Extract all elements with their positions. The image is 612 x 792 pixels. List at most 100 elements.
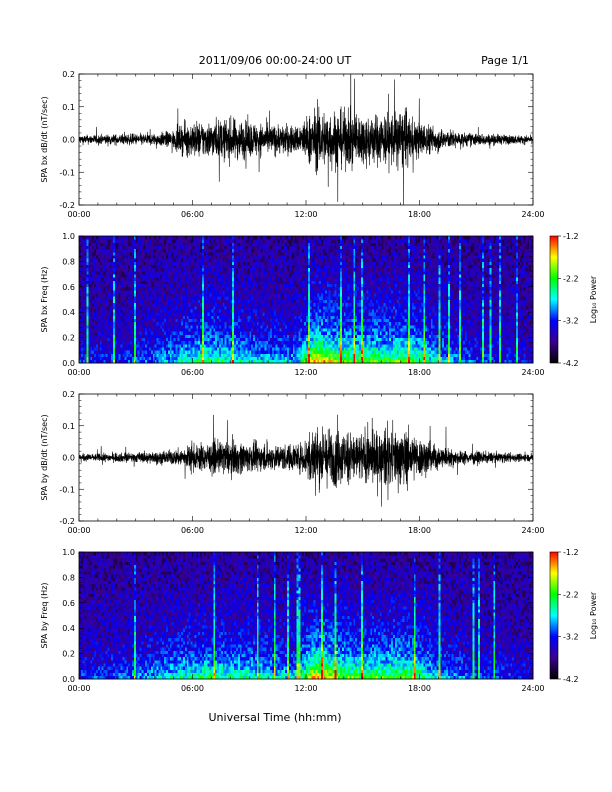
spectrogram-cell [164, 299, 167, 304]
spectrogram-cell [143, 261, 146, 265]
spectrogram-cell [150, 356, 154, 361]
spectrogram-cell [103, 331, 106, 335]
spectrogram-cell [109, 261, 112, 265]
spectrogram-cell [141, 350, 144, 354]
spectrogram-cell [113, 242, 116, 246]
spectrogram-cell [150, 347, 154, 351]
spectrogram-cell [84, 255, 87, 259]
spectrogram-cell [141, 321, 144, 326]
spectrogram-cell [124, 315, 127, 319]
spectrogram-cell [141, 286, 144, 291]
spectrogram-cell [152, 261, 156, 265]
spectrogram-cell [143, 359, 146, 364]
spectrogram-cell [160, 315, 163, 319]
spectrogram-cell [135, 299, 139, 304]
spectrogram-cell [82, 258, 86, 262]
spectrogram-cell [113, 356, 116, 361]
spectrogram-cell [145, 321, 148, 326]
spectrogram-cell [114, 302, 118, 307]
spectrogram-cell [135, 245, 139, 250]
spectrogram-cell [82, 312, 86, 316]
spectrogram-cell [114, 324, 118, 329]
spectrogram-cell [80, 305, 84, 310]
spectrogram-cell [90, 334, 93, 338]
spectrogram-cell [130, 255, 133, 259]
spectrogram-cell [133, 299, 137, 304]
spectrogram-cell [128, 331, 131, 335]
spectrogram-cell [82, 305, 86, 310]
spectrogram-cell [147, 302, 150, 307]
spectrogram-cell [156, 347, 159, 351]
spectrogram-cell [150, 353, 154, 358]
spectrogram-cell [86, 251, 89, 256]
spectrogram-cell [94, 277, 97, 281]
spectrogram-cell [152, 270, 156, 275]
spectrogram-cell [139, 350, 142, 354]
spectrogram-cell [150, 343, 154, 348]
spectrogram-cell [118, 328, 122, 332]
spectrogram-cell [82, 328, 86, 332]
spectrogram-cell [80, 324, 84, 329]
spectrogram-cell [111, 328, 114, 332]
spectrogram-cell [96, 353, 99, 358]
spectrogram-cell [105, 248, 108, 253]
spectrogram-cell [139, 293, 142, 297]
spectrogram-cell [99, 302, 103, 307]
spectrogram-cell [160, 280, 163, 285]
spectrogram-cell [103, 321, 106, 326]
spectrogram-cell [103, 239, 106, 243]
spectrogram-cell [111, 293, 114, 297]
spectrogram-cell [86, 239, 89, 243]
spectrogram-cell [116, 340, 120, 345]
spectrogram-cell [148, 245, 152, 250]
spectrogram-cell [118, 359, 122, 364]
spectrogram-cell [124, 283, 127, 288]
spectrogram-cell [162, 353, 165, 358]
spectrogram-cell [128, 337, 131, 342]
spectrogram-cell [111, 245, 114, 250]
spectrogram-cell [145, 267, 148, 272]
spectrogram-cell [137, 328, 140, 332]
spectrogram-cell [113, 277, 116, 281]
spectrogram-cell [113, 261, 116, 265]
spectrogram-cell [82, 248, 86, 253]
spectrogram-cell [150, 305, 154, 310]
spectrogram-cell [79, 293, 82, 297]
spectrogram-cell [111, 277, 114, 281]
spectrogram-cell [141, 324, 144, 329]
spectrogram-cell [116, 283, 120, 288]
spectrogram-cell [130, 274, 133, 278]
spectrogram-cell [107, 245, 110, 250]
spectrogram-cell [145, 340, 148, 345]
spectrogram-cell [114, 328, 118, 332]
spectrogram-cell [130, 267, 133, 272]
spectrogram-cell [90, 356, 93, 361]
spectrogram-cell [120, 289, 123, 294]
spectrogram-cell [145, 236, 148, 240]
spectrogram-cell [114, 264, 118, 269]
spectrogram-cell [116, 302, 120, 307]
spectrogram-cell [114, 296, 118, 300]
spectrogram-cell [152, 359, 156, 364]
spectrogram-cell [141, 305, 144, 310]
spectrogram-cell [130, 248, 133, 253]
spectrogram-cell [139, 324, 142, 329]
spectrogram-cell [99, 337, 103, 342]
spectrogram-cell [114, 340, 118, 345]
spectrogram-cell [135, 242, 139, 246]
spectrogram-cell [79, 280, 82, 285]
spectrogram-cell [160, 340, 163, 345]
spectrogram-cell [166, 242, 169, 246]
spectrogram-cell [105, 321, 108, 326]
spectrogram-cell [152, 242, 156, 246]
spectrogram-cell [145, 293, 148, 297]
spectrogram-cell [107, 258, 110, 262]
spectrogram-cell [120, 277, 123, 281]
spectrogram-cell [133, 334, 137, 338]
spectrogram-cell [107, 305, 110, 310]
spectrogram-cell [143, 343, 146, 348]
spectrogram-cell [96, 315, 99, 319]
spectrogram-cell [131, 334, 135, 338]
spectrogram-cell [139, 356, 142, 361]
spectrogram-cell [137, 274, 140, 278]
